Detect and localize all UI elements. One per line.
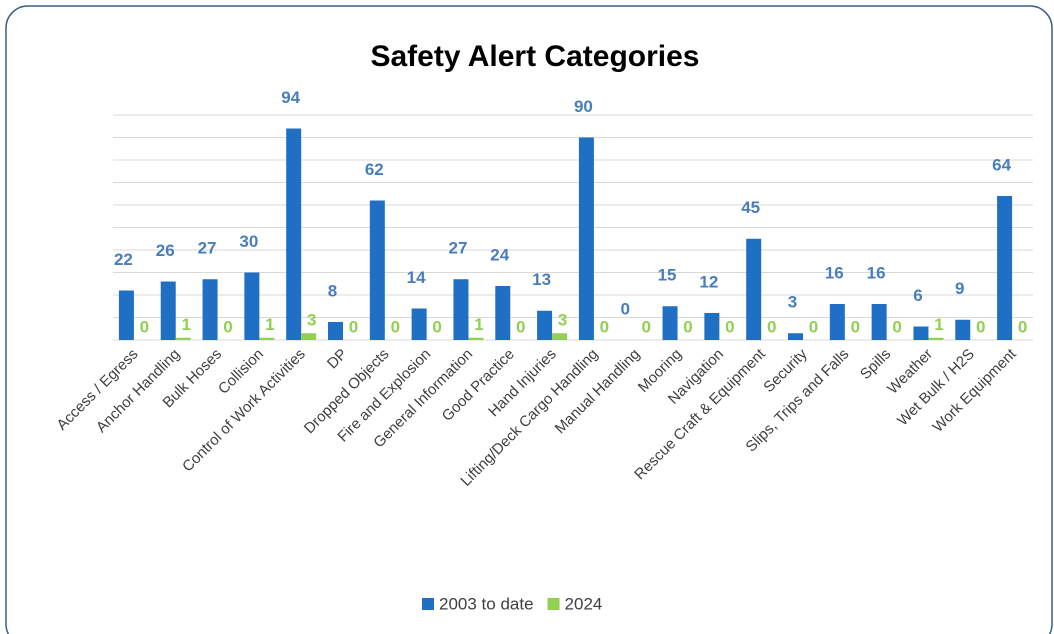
data-label: 0 bbox=[432, 317, 441, 336]
legend-label: 2024 bbox=[565, 594, 603, 613]
data-label: 16 bbox=[825, 263, 844, 282]
bar bbox=[495, 286, 511, 340]
data-label: 8 bbox=[328, 281, 337, 300]
bar bbox=[328, 322, 343, 340]
data-label: 6 bbox=[913, 286, 922, 305]
bar bbox=[411, 308, 427, 340]
bar bbox=[871, 304, 887, 340]
data-label: 0 bbox=[620, 299, 629, 318]
data-label: 0 bbox=[976, 317, 985, 336]
data-label: 0 bbox=[851, 317, 860, 336]
bar bbox=[955, 319, 971, 340]
bar bbox=[829, 304, 845, 340]
chart-title: Safety Alert Categories bbox=[370, 40, 699, 73]
data-label: 0 bbox=[349, 317, 358, 336]
bar bbox=[662, 306, 678, 340]
data-label: 27 bbox=[198, 239, 217, 258]
frame bbox=[5, 5, 1053, 634]
data-label: 0 bbox=[892, 317, 901, 336]
bar bbox=[913, 326, 929, 340]
data-label: 1 bbox=[265, 315, 274, 334]
data-label: 26 bbox=[156, 241, 175, 260]
bar bbox=[578, 137, 594, 340]
bar bbox=[175, 337, 191, 340]
bar bbox=[997, 196, 1013, 340]
bar bbox=[160, 281, 176, 340]
data-label: 0 bbox=[725, 317, 734, 336]
data-label: 0 bbox=[391, 317, 400, 336]
data-label: 13 bbox=[532, 270, 551, 289]
bar bbox=[704, 313, 720, 340]
data-label: 22 bbox=[114, 250, 133, 269]
data-label: 94 bbox=[281, 88, 300, 107]
data-label: 0 bbox=[809, 317, 818, 336]
bar bbox=[746, 238, 762, 340]
data-label: 0 bbox=[223, 317, 232, 336]
data-label: 45 bbox=[741, 198, 760, 217]
data-label: 64 bbox=[992, 155, 1011, 174]
data-label: 62 bbox=[365, 160, 384, 179]
data-label: 0 bbox=[1018, 317, 1027, 336]
bar bbox=[301, 333, 317, 340]
data-label: 0 bbox=[516, 317, 525, 336]
data-label: 1 bbox=[181, 315, 190, 334]
data-label: 90 bbox=[574, 97, 593, 116]
data-label: 16 bbox=[867, 263, 886, 282]
data-label: 0 bbox=[683, 317, 692, 336]
legend-label: 2003 to date bbox=[439, 594, 534, 613]
data-label: 24 bbox=[490, 245, 509, 264]
data-label: 3 bbox=[788, 293, 797, 312]
data-label: 0 bbox=[140, 317, 149, 336]
data-label: 27 bbox=[448, 239, 467, 258]
bar bbox=[453, 279, 469, 340]
data-label: 0 bbox=[600, 317, 609, 336]
bar bbox=[552, 333, 568, 340]
bar bbox=[537, 310, 553, 340]
data-label: 3 bbox=[558, 311, 567, 330]
bar bbox=[788, 333, 803, 340]
data-label: 0 bbox=[767, 317, 776, 336]
bar bbox=[118, 290, 134, 340]
bar bbox=[468, 337, 484, 340]
data-label: 30 bbox=[239, 232, 258, 251]
legend-swatch bbox=[422, 598, 434, 610]
data-label: 9 bbox=[955, 279, 964, 298]
data-label: 1 bbox=[934, 315, 943, 334]
bar bbox=[928, 337, 944, 340]
bar bbox=[259, 337, 275, 340]
data-label: 14 bbox=[407, 268, 426, 287]
bar bbox=[244, 272, 260, 340]
data-label: 0 bbox=[641, 317, 650, 336]
bar bbox=[202, 279, 218, 340]
legend-swatch bbox=[547, 598, 560, 610]
data-label: 1 bbox=[474, 315, 483, 334]
data-label: 12 bbox=[699, 272, 718, 291]
bar bbox=[369, 200, 385, 340]
data-label: 15 bbox=[658, 266, 677, 285]
data-label: 3 bbox=[307, 311, 316, 330]
bar bbox=[286, 128, 302, 340]
